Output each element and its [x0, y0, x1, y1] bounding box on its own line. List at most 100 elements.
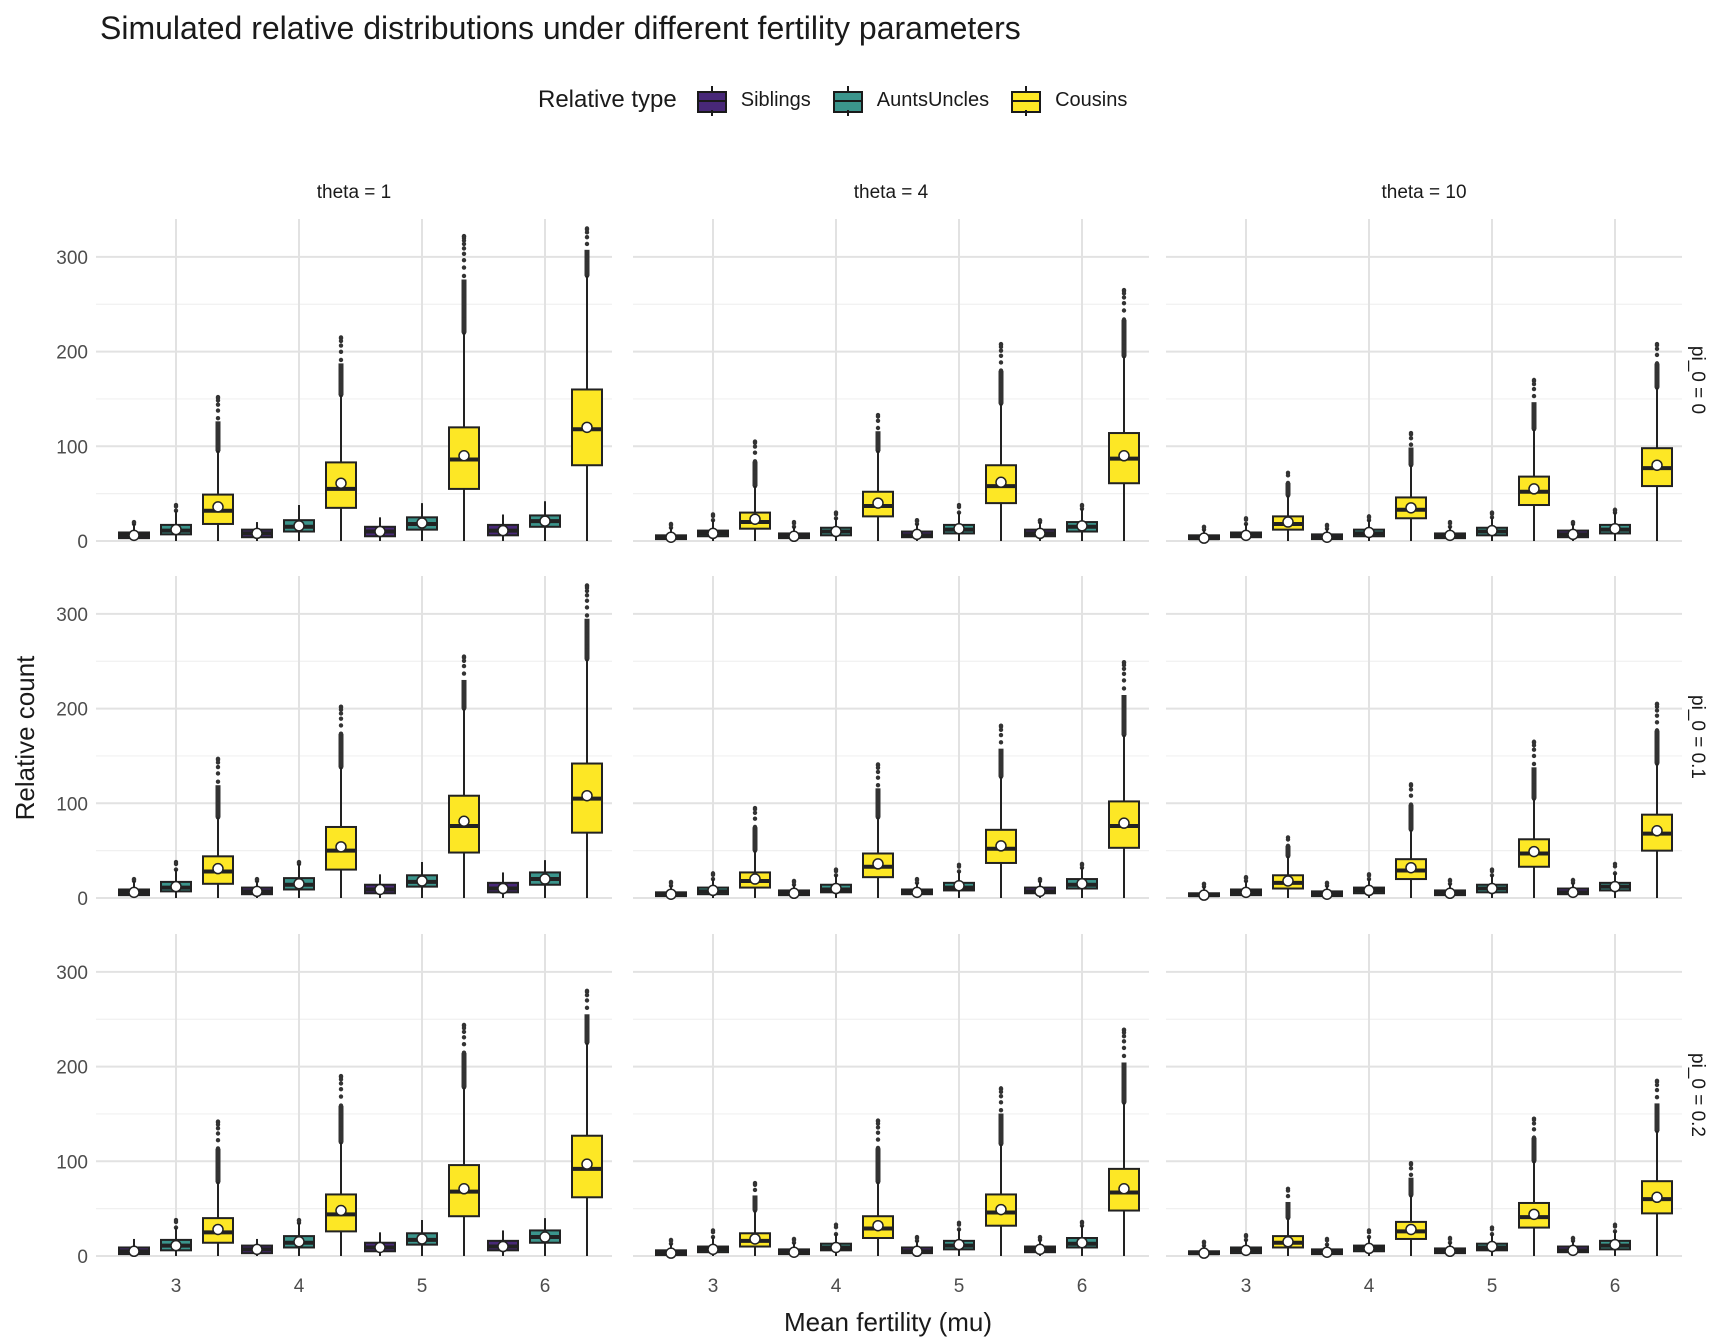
box-auntsuncles — [1066, 861, 1098, 898]
outlier-point — [1121, 295, 1127, 300]
legend-item-cousins: Cousins — [1007, 86, 1127, 116]
mean-marker — [1034, 885, 1046, 898]
box-cousins — [1395, 782, 1427, 898]
box-siblings — [241, 522, 273, 541]
box-cousins — [1108, 287, 1140, 541]
box-cousins — [1518, 1116, 1550, 1256]
box-siblings — [901, 517, 933, 541]
box-cousins — [739, 1180, 771, 1256]
outlier-point — [1447, 521, 1453, 526]
outlier-point — [1121, 1053, 1127, 1059]
mean-marker — [1282, 875, 1294, 887]
outlier-point — [1531, 783, 1537, 788]
outlier-point — [875, 435, 881, 441]
outlier-point — [1121, 671, 1127, 677]
outlier-point — [461, 246, 467, 251]
box-cousins — [739, 439, 771, 541]
outlier-point — [215, 408, 221, 413]
box-siblings — [1311, 880, 1343, 900]
box-auntsuncles — [1353, 514, 1385, 541]
box-cousins — [448, 654, 480, 898]
outlier-point — [338, 1103, 344, 1108]
outlier-point — [956, 1222, 962, 1227]
mean-marker — [374, 883, 386, 896]
outlier-point — [1408, 435, 1414, 441]
box-cousins — [1108, 659, 1140, 898]
outlier-point — [1654, 372, 1660, 377]
mean-marker — [1034, 527, 1046, 540]
mean-marker — [335, 477, 347, 489]
panel-grid — [1166, 219, 1682, 542]
mean-marker — [1567, 1244, 1579, 1257]
box-siblings — [118, 876, 150, 899]
mean-marker — [539, 1231, 551, 1243]
outlier-point — [875, 782, 881, 788]
outlier-point — [752, 483, 758, 489]
outlier-point — [998, 368, 1004, 373]
outlier-point — [1121, 1039, 1127, 1044]
outlier-point — [1285, 480, 1291, 486]
outlier-point — [1285, 473, 1291, 478]
outlier-point — [752, 459, 758, 464]
box-body — [325, 461, 357, 509]
outlier-point — [1531, 402, 1537, 408]
outlier-point — [1285, 1203, 1291, 1208]
outlier-point — [875, 448, 881, 454]
box-siblings — [1188, 1239, 1220, 1259]
y-tick-label: 300 — [56, 605, 88, 626]
outlier-point — [338, 752, 344, 757]
outlier-point — [338, 379, 344, 384]
outlier-point — [752, 835, 758, 840]
outlier-point — [875, 1121, 881, 1126]
outlier-point — [461, 273, 467, 279]
mean-marker — [911, 886, 923, 899]
outlier-point — [1121, 1045, 1127, 1051]
panel-grid — [633, 219, 1149, 542]
box-auntsuncles — [1476, 867, 1508, 898]
facet-strip-row: pi_0 = 0.1 — [1687, 695, 1708, 779]
mean-marker — [1486, 524, 1498, 537]
mean-marker — [1321, 531, 1333, 543]
mean-marker — [128, 529, 140, 542]
outlier-point — [998, 1094, 1004, 1099]
mean-marker — [1444, 1245, 1456, 1258]
mean-marker — [830, 1241, 842, 1254]
box-siblings — [241, 1238, 273, 1256]
box-auntsuncles — [1230, 1232, 1262, 1257]
outlier-point — [215, 398, 221, 403]
outlier-point — [1654, 1115, 1660, 1120]
box-siblings — [778, 519, 810, 543]
mean-marker — [1282, 1236, 1294, 1248]
mean-marker — [995, 1203, 1007, 1216]
x-tick-label: 3 — [708, 1276, 719, 1297]
outlier-point — [1531, 1146, 1537, 1151]
mean-marker — [911, 1245, 923, 1258]
outlier-point — [584, 234, 590, 240]
mean-marker — [1321, 888, 1333, 900]
x-tick-label: 3 — [1241, 1276, 1252, 1297]
outlier-point — [584, 250, 590, 255]
mean-marker — [830, 525, 842, 538]
outlier-point — [1366, 1229, 1372, 1235]
outlier-point — [1121, 354, 1127, 359]
outlier-point — [1531, 747, 1537, 752]
box-cousins — [202, 756, 234, 898]
outlier-point — [1612, 864, 1618, 869]
facet-strip-col: theta = 4 — [854, 182, 929, 203]
box-cousins — [1272, 1186, 1304, 1256]
outlier-point — [875, 1145, 881, 1151]
outlier-point — [461, 680, 467, 686]
mean-marker — [995, 476, 1007, 489]
mean-marker — [1363, 526, 1375, 539]
box-siblings — [118, 519, 150, 542]
outlier-point — [584, 593, 590, 598]
box-siblings — [241, 876, 273, 898]
panel-grid — [633, 576, 1149, 899]
outlier-point — [998, 727, 1004, 733]
outlier-point — [461, 251, 467, 257]
legend-item-siblings: Siblings — [693, 86, 811, 116]
box-siblings — [778, 1236, 810, 1258]
outlier-point — [710, 1229, 716, 1235]
box-siblings — [1557, 1235, 1589, 1257]
mean-marker — [581, 1158, 593, 1170]
